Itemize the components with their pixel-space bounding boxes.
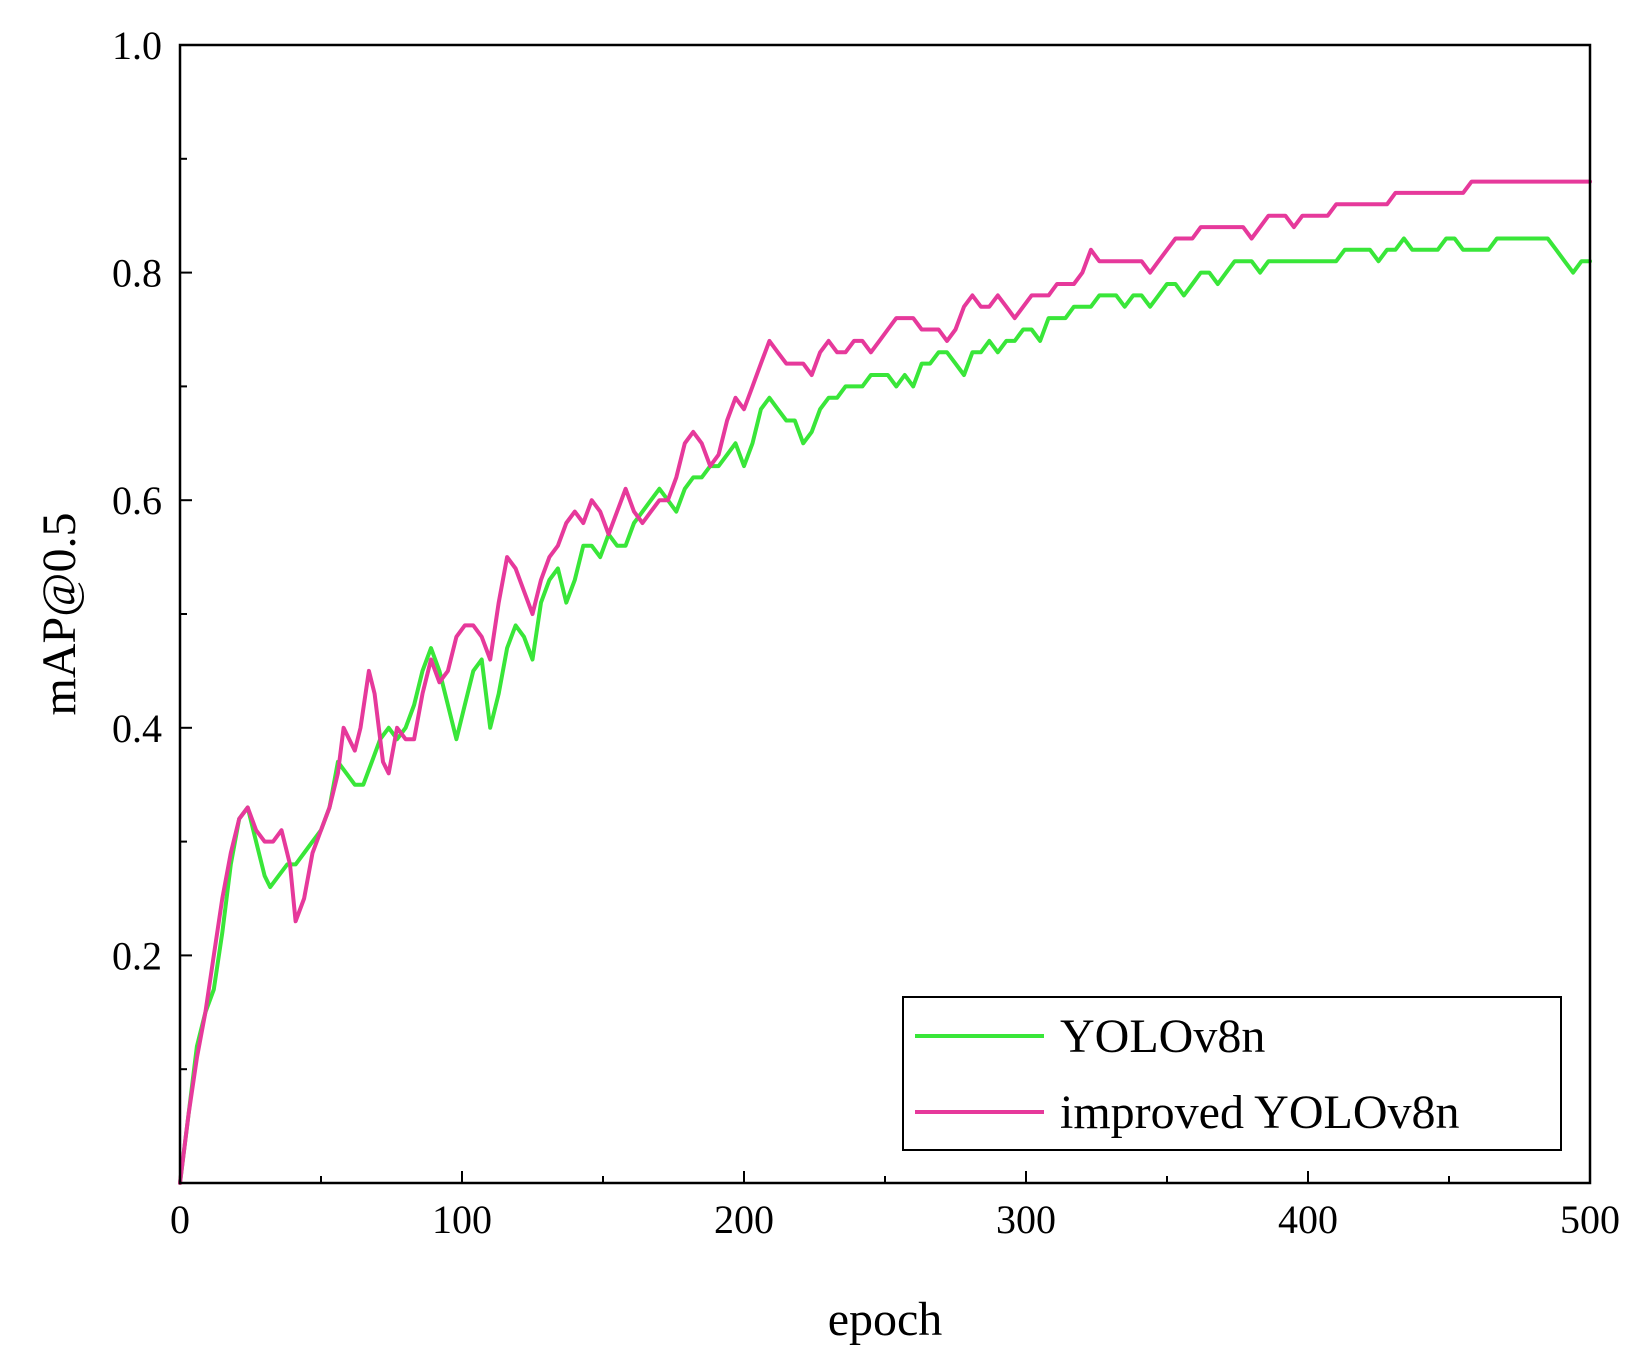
series-line-improved-yolov8n	[178, 179, 1592, 1185]
x-tick-label: 200	[714, 1197, 774, 1242]
legend: YOLOv8n improved YOLOv8n	[902, 996, 1562, 1151]
y-tick-label: 0.4	[112, 706, 162, 751]
x-tick-label: 100	[432, 1197, 492, 1242]
x-tick-label: 500	[1560, 1197, 1620, 1242]
x-tick-label: 300	[996, 1197, 1056, 1242]
legend-label-yolov8n: YOLOv8n	[1060, 1010, 1265, 1063]
legend-label-improved-yolov8n: improved YOLOv8n	[1060, 1086, 1460, 1139]
legend-box	[902, 996, 1562, 1151]
series-line-yolov8n	[178, 236, 1592, 1185]
axis-tick-labels: 0 100 200 300 400 500 0.2 0.4 0.6 0.8 1.0	[112, 23, 1620, 1242]
x-tick-label: 400	[1278, 1197, 1338, 1242]
axis-ticks	[179, 44, 1591, 1183]
y-tick-label: 0.8	[112, 251, 162, 296]
series-layer	[178, 179, 1592, 1185]
y-tick-label: 0.6	[112, 478, 162, 523]
x-axis-title: epoch	[828, 1293, 943, 1346]
y-tick-label: 1.0	[112, 23, 162, 68]
x-tick-label: 0	[170, 1197, 190, 1242]
y-tick-label: 0.2	[112, 933, 162, 978]
y-axis-title: mAP@0.5	[33, 513, 86, 716]
